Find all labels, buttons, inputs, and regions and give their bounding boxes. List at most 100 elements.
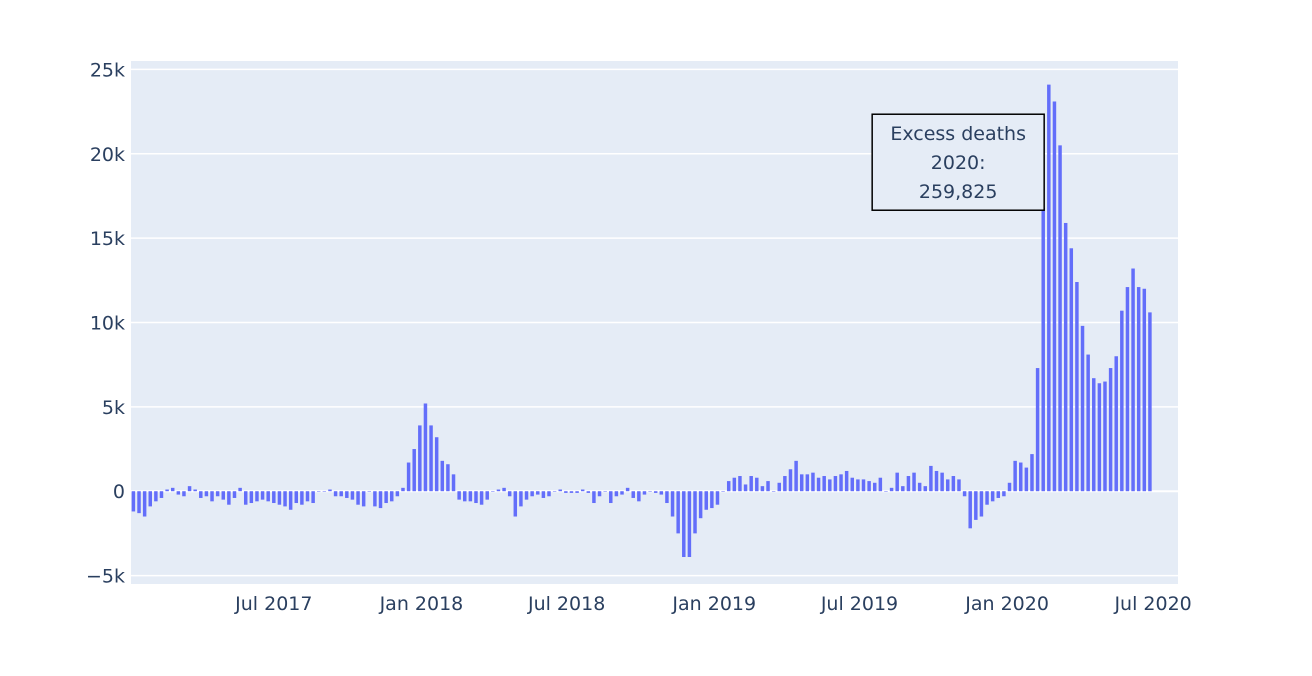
bar (912, 472, 916, 492)
bar (154, 491, 158, 502)
x-tick-label: Jul 2019 (820, 593, 898, 615)
bar (406, 462, 411, 492)
x-tick-label: Jan 2020 (964, 593, 1049, 615)
bar (210, 491, 214, 502)
bar (1052, 101, 1057, 492)
y-tick-label: 5k (102, 397, 125, 419)
bar (1131, 268, 1135, 492)
bar (856, 479, 860, 492)
bar (1125, 287, 1130, 492)
bar (822, 476, 826, 492)
bar (609, 491, 613, 504)
bar (637, 491, 641, 502)
bar (1058, 145, 1062, 492)
bar (749, 476, 753, 492)
bar (1024, 467, 1029, 492)
bar (552, 491, 557, 492)
bar (395, 491, 400, 497)
bar (238, 487, 242, 492)
bar (249, 491, 254, 504)
bar (536, 491, 540, 495)
bar (418, 425, 422, 492)
bar (148, 491, 152, 507)
bar (260, 491, 265, 500)
bar (631, 491, 635, 498)
bar (828, 479, 832, 492)
bar (215, 491, 220, 497)
bar (1007, 482, 1012, 492)
bar (137, 491, 141, 514)
bar (227, 491, 231, 505)
annotation-line-2: 2020: (931, 152, 986, 174)
bar (373, 491, 377, 507)
excess-deaths-annotation: Excess deaths 2020: 259,825 (871, 113, 1045, 211)
bar (305, 491, 310, 502)
bar (934, 470, 939, 492)
bar (159, 491, 164, 498)
bar (457, 491, 461, 500)
annotation-line-1: Excess deaths (890, 123, 1026, 145)
bar (182, 491, 186, 497)
bar (743, 484, 748, 492)
bar (1136, 287, 1141, 492)
bar (541, 491, 546, 498)
bar (564, 491, 568, 493)
annotation-line-3: 259,825 (919, 181, 998, 203)
bar (698, 491, 703, 519)
bar (867, 481, 871, 492)
bar (440, 460, 445, 492)
bar (597, 491, 602, 497)
bar (345, 491, 349, 498)
bar (221, 491, 226, 500)
annotation-box (871, 113, 1045, 211)
bar (142, 491, 147, 517)
y-axis-ticks: −5k 0 5k 10k 15k 20k 25k (86, 59, 125, 587)
bar (704, 491, 708, 510)
y-tick-label: 25k (90, 59, 125, 81)
bar (839, 474, 843, 492)
bar (614, 491, 619, 497)
bar (187, 486, 192, 492)
bar (777, 482, 781, 492)
bar (1148, 312, 1152, 492)
bar (333, 491, 338, 497)
bar (1063, 222, 1068, 492)
bar (491, 491, 495, 492)
bar (412, 449, 416, 492)
bar (923, 486, 928, 492)
bar (243, 491, 248, 505)
bar (350, 491, 355, 500)
bar (232, 491, 237, 498)
bar (592, 491, 596, 504)
bar (513, 491, 518, 517)
x-axis-ticks: Jul 2017 Jan 2018 Jul 2018 Jan 2019 Jul 2019… (234, 593, 1192, 615)
bar (586, 491, 591, 493)
bar (901, 486, 905, 492)
bar (783, 476, 787, 492)
bar (434, 437, 439, 492)
bar (580, 489, 585, 492)
bar (721, 491, 725, 492)
bar (962, 491, 967, 497)
y-tick-label: 10k (90, 313, 125, 335)
bar (693, 491, 697, 534)
bar (378, 491, 383, 509)
bar (367, 491, 372, 492)
x-tick-label: Jul 2017 (234, 593, 312, 615)
bar (485, 491, 489, 500)
bar (361, 491, 366, 507)
bar (1114, 356, 1118, 492)
bar (670, 491, 675, 517)
bar (642, 491, 647, 495)
bar (356, 491, 360, 505)
bar (300, 491, 304, 505)
bar (951, 476, 956, 492)
bar (558, 489, 562, 492)
bar (1030, 454, 1034, 492)
bar (277, 491, 282, 505)
bar (850, 477, 855, 492)
bar (603, 491, 607, 492)
bar (985, 491, 989, 505)
bar (463, 491, 467, 502)
